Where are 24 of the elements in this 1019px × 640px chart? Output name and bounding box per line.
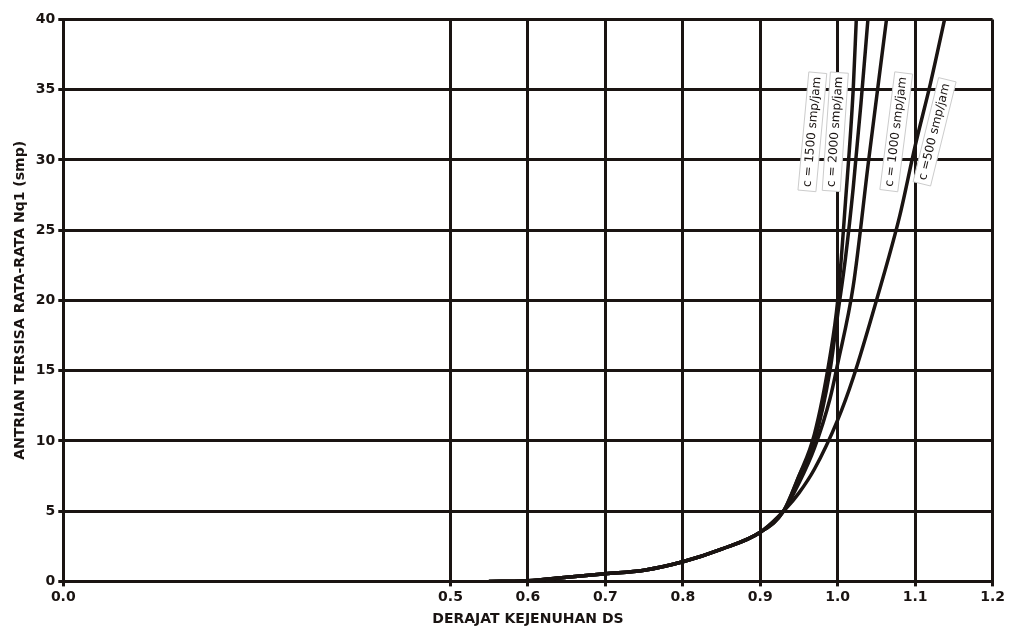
x-tick-label: 1.2 (980, 588, 1006, 605)
y-tick-label: 10 (35, 431, 56, 448)
text: c = 1000 smp/jam (881, 75, 910, 188)
x-tick-label: 1.1 (902, 588, 928, 605)
x-tick-label: 0.9 (747, 588, 773, 605)
y-tick-label: 5 (45, 501, 56, 518)
y-tick-label: 15 (35, 361, 56, 378)
x-tick-label: 0.8 (670, 588, 696, 605)
x-tick-label: 0.0 (50, 588, 76, 605)
x-axis-title: DERAJAT KEJENUHAN DS (432, 610, 624, 627)
text: c =500 smp/jam (915, 81, 953, 182)
x-tick-label: 0.6 (515, 588, 541, 605)
y-axis-title: ANTRIAN TERSISA RATA-RATA Nq1 (smp) (11, 140, 28, 460)
y-tick-label: 25 (35, 220, 56, 237)
x-tick-label: 0.5 (438, 588, 463, 605)
x-tick-label: 1.0 (825, 588, 851, 605)
text: c = 1500 smp/jam (799, 76, 824, 188)
x-tick-label: 0.7 (592, 588, 618, 605)
y-tick-label: 0 (45, 572, 56, 589)
y-tick-label: 30 (35, 150, 56, 167)
y-tick-label: 40 (35, 10, 56, 27)
text: c = 2000 smp/jam (823, 76, 846, 188)
y-tick-label: 20 (35, 291, 56, 308)
y-tick-label: 35 (35, 80, 56, 97)
